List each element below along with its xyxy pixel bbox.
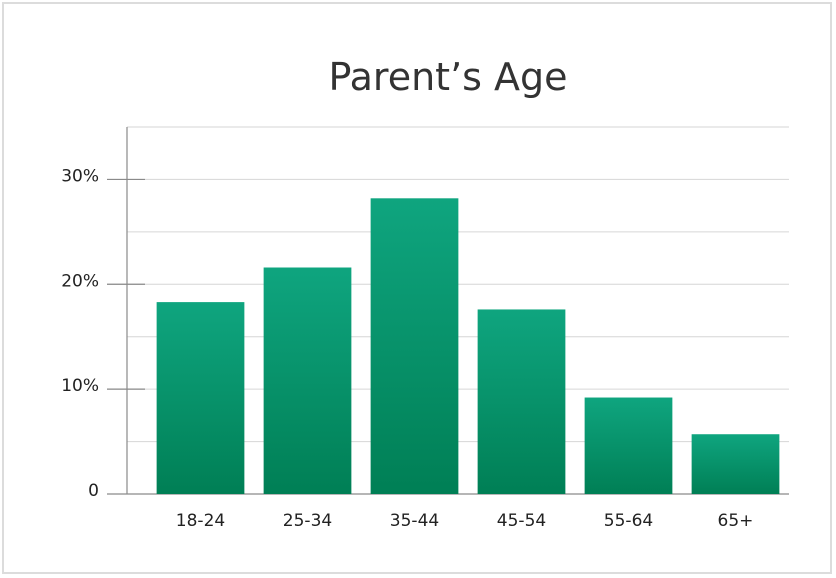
y-tick-label-3: 30%	[61, 166, 99, 186]
bar-45-54	[477, 309, 566, 494]
bar-25-34	[263, 267, 352, 494]
y-tick-labels: 0 10% 20% 30%	[61, 166, 99, 501]
x-tick-labels: 18-24 25-34 35-44 45-54 55-64 65+	[176, 511, 754, 531]
y-tick-label-2: 20%	[61, 271, 99, 291]
y-tick-label-1: 10%	[61, 376, 99, 396]
x-tick-label-5: 65+	[718, 511, 754, 531]
x-tick-label-4: 55-64	[604, 511, 653, 531]
x-tick-label-2: 35-44	[390, 511, 439, 531]
bar-18-24	[156, 302, 245, 494]
y-tick-label-0: 0	[88, 481, 99, 501]
bar-65+	[691, 434, 780, 494]
bars	[156, 198, 780, 494]
x-tick-label-3: 45-54	[497, 511, 546, 531]
x-tick-label-0: 18-24	[176, 511, 225, 531]
x-tick-label-1: 25-34	[283, 511, 332, 531]
chart-title: Parent’s Age	[328, 55, 567, 99]
bar-55-64	[584, 397, 673, 494]
bar-35-44	[370, 198, 459, 494]
